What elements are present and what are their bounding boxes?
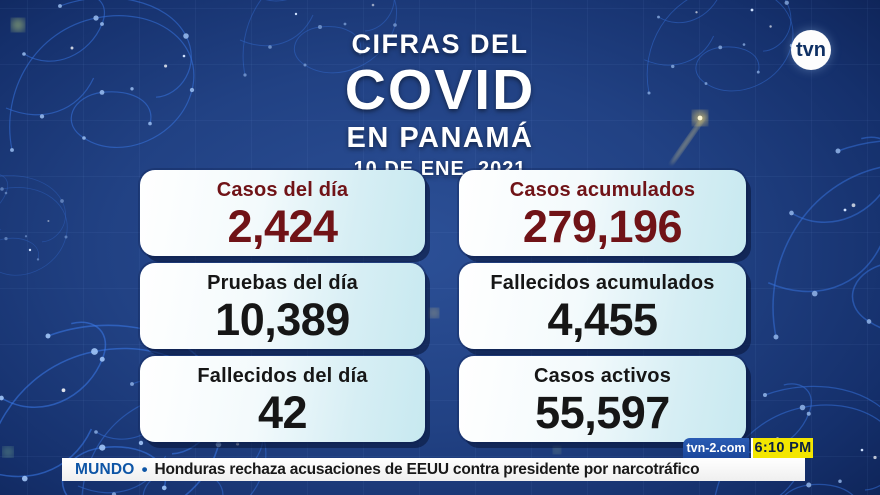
website-text: tvn-2.com (686, 441, 746, 455)
stat-card-pruebas-del-dia: Pruebas del día 10,389 (140, 263, 425, 349)
title-line-2: COVID (344, 58, 536, 122)
stat-card-casos-del-dia: Casos del día 2,424 (140, 170, 425, 256)
stat-label: Fallecidos del día (197, 365, 368, 387)
ticker-headline: Honduras rechaza acusaciones de EEUU con… (154, 460, 700, 478)
title-line-3: EN PANAMÁ (346, 122, 534, 154)
tvn-logo: tvn (791, 30, 831, 70)
website-badge: tvn-2.com (683, 438, 749, 458)
clock-badge: 6:10 PM (751, 438, 813, 458)
stat-label: Casos activos (533, 365, 672, 387)
stat-label: Fallecidos acumulados (490, 272, 715, 294)
ticker-category: MUNDO (75, 460, 135, 478)
stat-card-fallecidos-del-dia: Fallecidos del día 42 (140, 356, 425, 442)
stat-label: Casos del día (216, 179, 349, 201)
stat-card-fallecidos-acumulados: Fallecidos acumulados 4,455 (459, 263, 746, 349)
stats-grid: Casos del día 2,424 Casos acumulados 279… (140, 170, 746, 442)
stat-card-casos-activos: Casos activos 55,597 (459, 356, 746, 442)
stat-label: Pruebas del día (207, 272, 358, 294)
stat-value: 279,196 (522, 201, 683, 252)
news-ticker: MUNDO • Honduras rechaza acusaciones de … (62, 458, 805, 481)
title-line-1: CIFRAS DEL (351, 29, 529, 59)
stat-value: 4,455 (547, 294, 658, 345)
stat-label: Casos acumulados (509, 179, 696, 201)
stat-value: 55,597 (535, 387, 670, 438)
clock-text: 6:10 PM (754, 440, 812, 456)
tvn-logo-text: tvn (796, 38, 826, 61)
stat-value: 2,424 (227, 201, 338, 252)
stat-value: 10,389 (215, 294, 350, 345)
stat-value: 42 (257, 387, 308, 438)
ticker-bullet: • (141, 459, 148, 479)
title-block: CIFRAS DEL COVID EN PANAMÁ 10 DE ENE. 20… (0, 29, 880, 180)
stat-card-casos-acumulados: Casos acumulados 279,196 (459, 170, 746, 256)
